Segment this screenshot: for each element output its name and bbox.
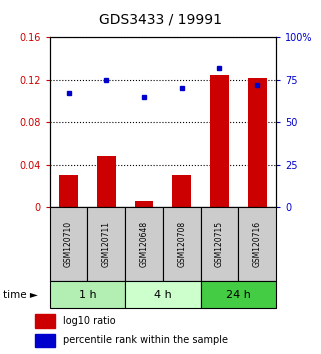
Bar (125, 207, 163, 281)
Bar (59, 175, 78, 207)
Bar (87, 207, 125, 281)
Text: GSM120716: GSM120716 (253, 221, 262, 267)
Bar (238, 207, 276, 281)
Bar (134, 201, 153, 207)
Text: 24 h: 24 h (226, 290, 251, 300)
Bar (97, 156, 116, 207)
Bar (125, 281, 201, 308)
Bar (35, 334, 55, 347)
Text: GSM120715: GSM120715 (215, 221, 224, 267)
Bar (201, 281, 276, 308)
Text: log10 ratio: log10 ratio (63, 316, 116, 326)
Bar (35, 314, 55, 328)
Bar (248, 78, 267, 207)
Text: 4 h: 4 h (154, 290, 172, 300)
Bar (210, 75, 229, 207)
Bar (163, 207, 201, 281)
Bar (50, 207, 87, 281)
Text: GSM120710: GSM120710 (64, 221, 73, 267)
Bar (50, 281, 125, 308)
Bar (172, 175, 191, 207)
Text: GSM120708: GSM120708 (177, 221, 186, 267)
Text: 1 h: 1 h (79, 290, 96, 300)
Text: GDS3433 / 19991: GDS3433 / 19991 (99, 12, 222, 27)
Text: GSM120711: GSM120711 (102, 221, 111, 267)
Text: GSM120648: GSM120648 (140, 221, 149, 267)
Bar (201, 207, 238, 281)
Text: percentile rank within the sample: percentile rank within the sample (63, 335, 228, 346)
Text: time ►: time ► (3, 290, 38, 300)
